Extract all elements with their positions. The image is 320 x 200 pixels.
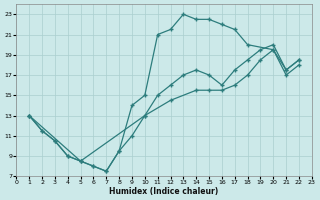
X-axis label: Humidex (Indice chaleur): Humidex (Indice chaleur) xyxy=(109,187,219,196)
